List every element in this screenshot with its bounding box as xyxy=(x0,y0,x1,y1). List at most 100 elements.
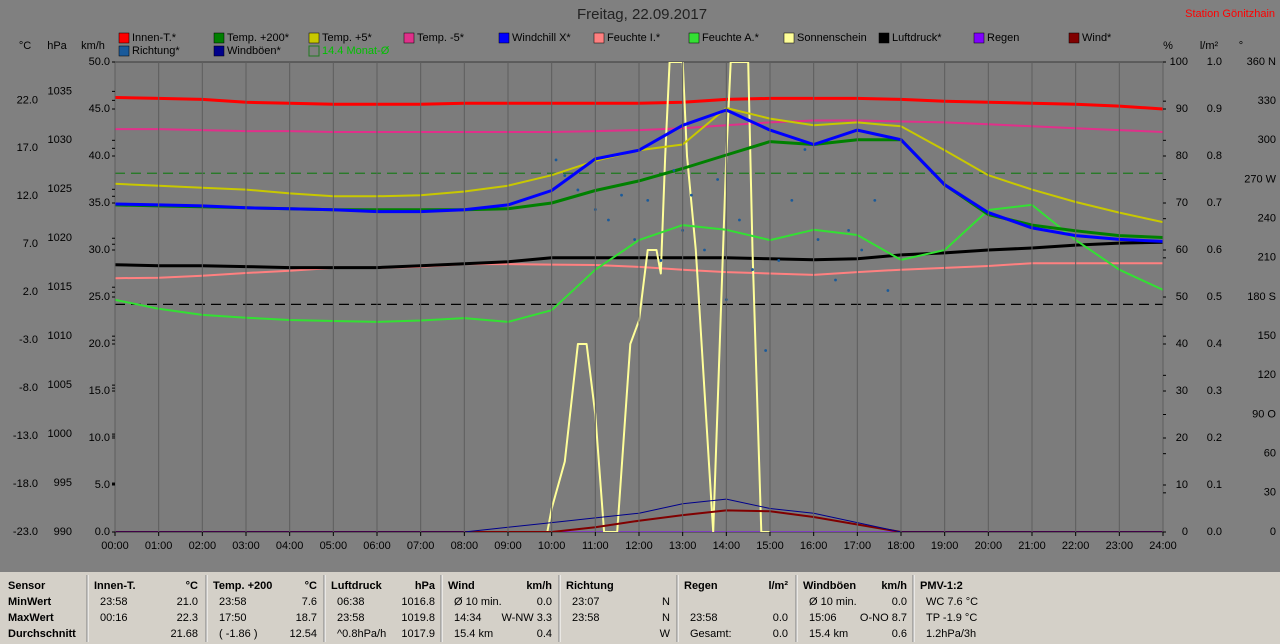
cell-value: 18.7 xyxy=(296,612,317,624)
x-tick-label: 02:00 xyxy=(189,540,217,552)
y-tick-label: 15.0 xyxy=(89,385,110,397)
cell-value: O-NO 8.7 xyxy=(860,612,907,624)
column-header: Luftdruck xyxy=(331,580,383,592)
scatter-point xyxy=(576,188,580,192)
legend-swatch xyxy=(118,32,130,44)
axis-unit: hPa xyxy=(47,40,67,52)
cell-text: WC 7.6 °C xyxy=(926,596,978,608)
chart-title: Freitag, 22.09.2017 xyxy=(577,6,707,23)
legend-swatch xyxy=(783,32,795,44)
y-tick-label: 70 xyxy=(1176,197,1188,209)
x-tick-label: 19:00 xyxy=(931,540,959,552)
cell-value: W xyxy=(660,628,671,640)
axis-unit: km/h xyxy=(81,40,105,52)
cell-text: 23:58 xyxy=(100,596,128,608)
cell-value: N xyxy=(662,612,670,624)
y-tick-label: 12.0 xyxy=(17,190,38,202)
y-tick-label: 2.0 xyxy=(23,286,38,298)
stats-table xyxy=(0,572,1280,644)
cell-text: 23:58 xyxy=(219,596,247,608)
y-tick-label: 270 W xyxy=(1244,173,1276,185)
y-tick-label: 0.4 xyxy=(1207,338,1222,350)
x-tick-label: 22:00 xyxy=(1062,540,1090,552)
y-tick-label: 330 xyxy=(1258,95,1276,107)
scatter-point xyxy=(764,349,768,352)
cell-text: 00:16 xyxy=(100,612,128,624)
cell-value: 0.0 xyxy=(892,596,907,608)
cell-text: 14:34 xyxy=(454,612,482,624)
y-tick-label: 90 xyxy=(1176,103,1188,115)
scatter-point xyxy=(873,198,877,202)
legend-label: Regen xyxy=(987,32,1019,44)
y-tick-label: 50 xyxy=(1176,291,1188,303)
column-unit: °C xyxy=(186,580,198,592)
scatter-point xyxy=(607,218,610,222)
column-unit: °C xyxy=(305,580,317,592)
y-tick-label: 0.1 xyxy=(1207,479,1222,491)
legend-swatch xyxy=(973,32,985,44)
cell-value: 21.68 xyxy=(170,628,198,640)
scatter-point xyxy=(777,259,781,262)
column-unit: km/h xyxy=(881,580,907,592)
y-tick-label: 0 xyxy=(1182,526,1188,538)
y-tick-label: 0.2 xyxy=(1207,432,1222,444)
x-tick-label: 09:00 xyxy=(494,540,522,552)
scatter-point xyxy=(860,248,864,252)
x-tick-label: 06:00 xyxy=(363,540,391,552)
legend-label: 14.4 Monat-Ø xyxy=(322,45,390,57)
y-tick-label: 40 xyxy=(1176,338,1188,350)
legend-swatch xyxy=(118,45,130,57)
y-tick-label: 1015 xyxy=(48,281,72,293)
y-tick-label: 360 N xyxy=(1247,56,1276,68)
scatter-point xyxy=(738,218,741,222)
y-tick-label: 300 xyxy=(1258,134,1276,146)
x-tick-label: 17:00 xyxy=(844,540,872,552)
x-tick-label: 18:00 xyxy=(887,540,915,552)
y-tick-label: 7.0 xyxy=(23,238,38,250)
y-tick-label: 10.0 xyxy=(89,432,110,444)
x-tick-label: 21:00 xyxy=(1018,540,1046,552)
scatter-point xyxy=(646,198,650,202)
y-tick-label: 120 xyxy=(1258,369,1276,381)
scatter-point xyxy=(659,259,663,262)
legend-swatch xyxy=(213,45,225,57)
cell-value: 1017.9 xyxy=(401,628,435,640)
y-tick-label: 40.0 xyxy=(89,150,110,162)
y-tick-label: 180 S xyxy=(1247,291,1276,303)
x-tick-label: 08:00 xyxy=(451,540,479,552)
y-tick-label: 10 xyxy=(1176,479,1188,491)
x-tick-label: 12:00 xyxy=(625,540,653,552)
y-tick-label: 60 xyxy=(1264,448,1276,460)
column-header: Wind xyxy=(448,580,475,592)
x-tick-label: 15:00 xyxy=(756,540,784,552)
legend-swatch xyxy=(308,45,320,57)
legend-label: Feuchte A.* xyxy=(702,32,760,44)
column-unit: l/m² xyxy=(768,580,788,592)
y-tick-label: 17.0 xyxy=(17,142,38,154)
cell-text: 06:38 xyxy=(337,596,365,608)
legend-label: Sonnenschein xyxy=(797,32,867,44)
cell-value: 0.6 xyxy=(892,628,907,640)
column-unit: km/h xyxy=(526,580,552,592)
legend-label: Temp. +5* xyxy=(322,32,373,44)
cell-text: 1.2hPa/3h xyxy=(926,628,976,640)
y-tick-label: 1.0 xyxy=(1207,56,1222,68)
y-tick-label: 90 O xyxy=(1252,408,1276,420)
legend-swatch xyxy=(213,32,225,44)
y-tick-label: 100 xyxy=(1170,56,1188,68)
cell-value: W-NW 3.3 xyxy=(501,612,552,624)
scatter-point xyxy=(834,278,837,282)
y-tick-label: -8.0 xyxy=(19,382,38,394)
y-tick-label: 30.0 xyxy=(89,244,110,256)
column-header: PMV-1:2 xyxy=(920,580,963,592)
legend-label: Windchill X* xyxy=(512,32,571,44)
x-tick-label: 14:00 xyxy=(713,540,741,552)
scatter-point xyxy=(716,178,719,181)
row-label: Durchschnitt xyxy=(8,628,76,640)
y-tick-label: 22.0 xyxy=(17,94,38,106)
x-tick-label: 10:00 xyxy=(538,540,566,552)
legend-label: Feuchte I.* xyxy=(607,32,661,44)
y-tick-label: 0.5 xyxy=(1207,291,1222,303)
cell-text: 23:58 xyxy=(690,612,718,624)
